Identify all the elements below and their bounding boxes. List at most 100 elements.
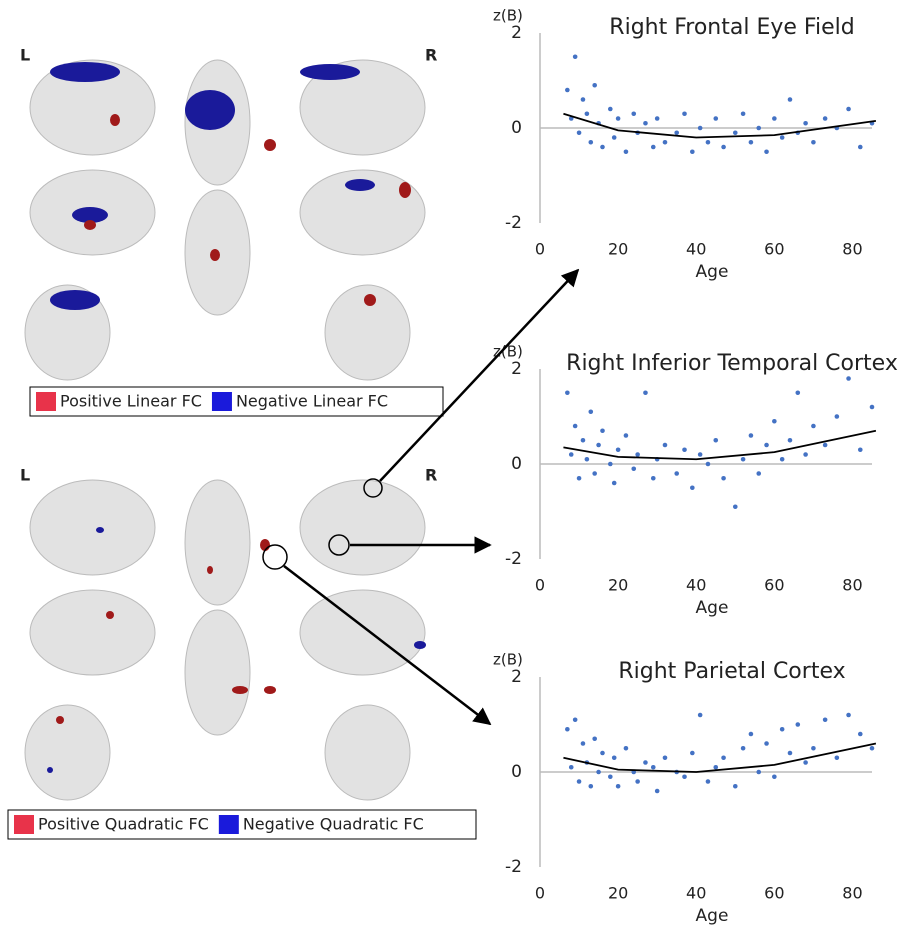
data-point: [741, 111, 746, 116]
x-tick-label: 40: [686, 576, 706, 595]
data-point: [870, 405, 875, 410]
legend-swatch: [212, 392, 232, 411]
data-point: [698, 713, 703, 718]
data-point: [749, 732, 754, 737]
data-point: [608, 107, 613, 112]
figure: LRPositive Linear FCNegative Linear FCLR…: [0, 0, 907, 932]
hemisphere-label: L: [20, 46, 30, 65]
data-point: [643, 760, 648, 765]
y-axis-label: z(B): [493, 651, 523, 669]
data-point: [635, 452, 640, 457]
data-point: [573, 54, 578, 59]
data-point: [706, 779, 711, 784]
data-point: [569, 452, 574, 457]
fc-blob: [47, 767, 53, 773]
data-point: [577, 779, 582, 784]
data-point: [573, 424, 578, 429]
fc-blob: [232, 686, 248, 694]
fit-line: [563, 744, 875, 773]
chart: Right Parietal Cortexz(B)Age-20202040608…: [493, 651, 876, 927]
data-point: [663, 140, 668, 145]
data-point: [772, 419, 777, 424]
x-axis-label: Age: [696, 262, 729, 282]
data-point: [823, 443, 828, 448]
data-point: [592, 736, 597, 741]
y-tick-label: 0: [511, 762, 522, 782]
data-point: [608, 462, 613, 467]
fc-blob: [56, 716, 64, 724]
data-point: [655, 116, 660, 121]
legend-label: Positive Linear FC: [60, 392, 202, 411]
data-point: [858, 447, 863, 452]
data-point: [749, 433, 754, 438]
data-point: [713, 765, 718, 770]
data-point: [592, 471, 597, 476]
fc-blob: [300, 64, 360, 80]
data-point: [823, 717, 828, 722]
data-point: [635, 779, 640, 784]
data-point: [565, 88, 570, 93]
chart-title: Right Inferior Temporal Cortex: [566, 351, 898, 376]
data-point: [846, 713, 851, 718]
data-point: [706, 462, 711, 467]
legend-label: Negative Quadratic FC: [243, 815, 424, 834]
data-point: [811, 140, 816, 145]
roi-circle: [263, 545, 287, 569]
data-point: [569, 765, 574, 770]
data-point: [756, 770, 761, 775]
data-point: [741, 457, 746, 462]
fc-blob: [210, 249, 220, 261]
data-point: [612, 755, 617, 760]
data-point: [803, 452, 808, 457]
data-point: [631, 111, 636, 116]
data-point: [643, 390, 648, 395]
fc-blob: [399, 182, 411, 198]
data-point: [690, 485, 695, 490]
data-point: [565, 727, 570, 732]
fc-blob: [84, 220, 96, 230]
data-point: [846, 376, 851, 381]
data-point: [631, 466, 636, 471]
data-point: [674, 130, 679, 135]
brain: [25, 705, 110, 800]
data-point: [764, 149, 769, 154]
brain: [185, 480, 250, 605]
data-point: [780, 457, 785, 462]
y-tick-label: 0: [511, 454, 522, 474]
data-point: [585, 111, 590, 116]
arrow: [380, 270, 578, 481]
data-point: [764, 443, 769, 448]
x-axis-label: Age: [696, 906, 729, 926]
data-point: [713, 116, 718, 121]
data-point: [780, 135, 785, 140]
chart-title: Right Parietal Cortex: [618, 659, 845, 684]
data-point: [772, 774, 777, 779]
legend-label: Positive Quadratic FC: [38, 815, 209, 834]
data-point: [788, 751, 793, 756]
data-point: [721, 755, 726, 760]
legend-swatch: [14, 815, 34, 834]
data-point: [624, 433, 629, 438]
data-point: [674, 471, 679, 476]
data-point: [596, 443, 601, 448]
legend-swatch: [36, 392, 56, 411]
fc-blob: [50, 62, 120, 82]
x-tick-label: 80: [842, 884, 862, 903]
page: LRPositive Linear FCNegative Linear FCLR…: [0, 0, 907, 932]
data-point: [600, 145, 605, 150]
hemisphere-label: R: [425, 46, 437, 65]
data-point: [741, 746, 746, 751]
data-point: [721, 145, 726, 150]
fc-blob: [106, 611, 114, 619]
data-point: [616, 784, 621, 789]
hemisphere-label: L: [20, 466, 30, 485]
data-point: [663, 443, 668, 448]
data-point: [698, 126, 703, 131]
data-point: [756, 471, 761, 476]
data-point: [721, 476, 726, 481]
data-point: [811, 746, 816, 751]
data-point: [655, 789, 660, 794]
data-point: [764, 741, 769, 746]
data-point: [795, 722, 800, 727]
